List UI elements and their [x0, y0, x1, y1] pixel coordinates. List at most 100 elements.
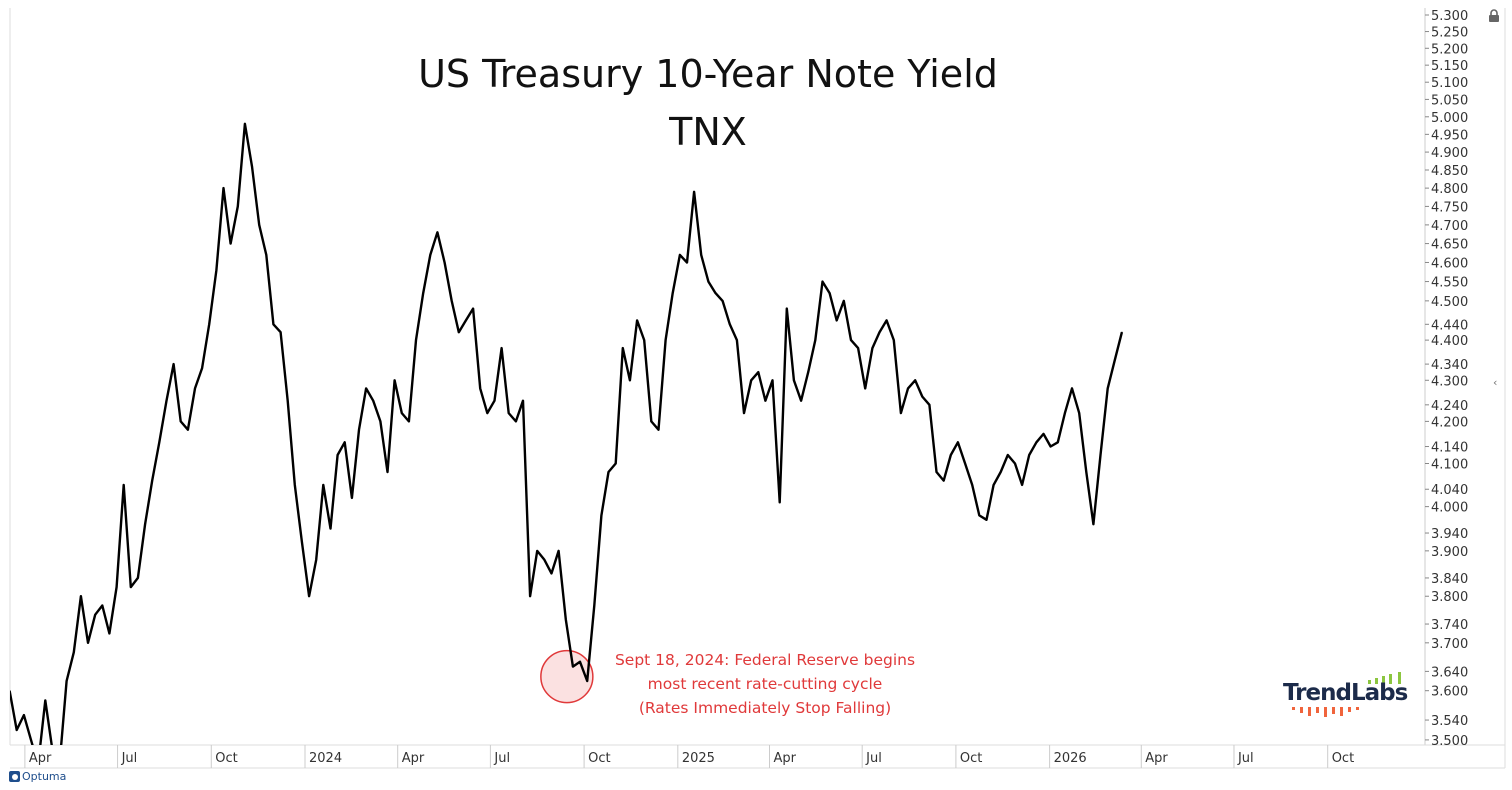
data-point: [208, 323, 210, 325]
data-point: [743, 412, 745, 414]
data-point: [294, 484, 296, 486]
x-tick-label: Oct: [588, 751, 610, 766]
data-point: [850, 339, 852, 341]
trendlabs-label: TrendLabs: [1283, 680, 1408, 706]
data-point: [629, 379, 631, 381]
y-tick-label: 3.800: [1431, 590, 1468, 605]
data-point: [322, 484, 324, 486]
y-tick-label: 4.240: [1431, 399, 1468, 414]
data-point: [700, 254, 702, 256]
x-tick-label: Jul: [121, 751, 138, 766]
data-point: [458, 331, 460, 333]
data-point: [279, 331, 282, 333]
data-point: [529, 595, 531, 597]
data-point: [80, 595, 82, 597]
data-point: [786, 308, 788, 310]
data-point: [807, 371, 809, 373]
x-tick-label: 2025: [682, 751, 715, 766]
data-point: [736, 339, 738, 341]
y-tick-label: 4.340: [1431, 358, 1468, 373]
data-point: [664, 339, 667, 341]
y-tick-label: 3.500: [1431, 734, 1468, 749]
data-point: [800, 400, 802, 402]
data-point: [793, 379, 795, 381]
data-point: [836, 319, 838, 321]
data-point: [878, 331, 881, 333]
y-tick-label: 4.000: [1431, 501, 1468, 516]
data-point: [215, 269, 217, 271]
data-point: [1064, 412, 1066, 414]
data-point: [73, 651, 75, 653]
data-point: [579, 661, 581, 663]
data-point: [52, 749, 53, 750]
data-point: [10, 690, 11, 692]
data-point: [1092, 523, 1095, 525]
data-point: [764, 400, 767, 402]
data-point: [130, 586, 132, 588]
x-tick-label: 2024: [309, 751, 342, 766]
data-point: [914, 379, 916, 381]
data-point: [607, 471, 610, 473]
lock-icon[interactable]: [1487, 9, 1501, 23]
data-point: [893, 339, 895, 341]
data-point: [493, 400, 496, 402]
data-point: [1121, 331, 1123, 333]
data-point: [886, 319, 888, 321]
data-point: [550, 572, 553, 575]
data-point: [508, 412, 510, 414]
data-point: [1028, 454, 1030, 456]
data-point: [921, 396, 923, 398]
data-point: [1057, 441, 1059, 443]
data-point: [636, 319, 638, 321]
y-tick-label: 3.600: [1431, 685, 1468, 700]
series-group: [10, 122, 1124, 750]
data-point: [401, 412, 403, 414]
data-point: [771, 379, 774, 381]
data-point: [165, 400, 168, 402]
y-tick-label: 3.740: [1431, 618, 1468, 633]
x-tick-label: Jul: [493, 751, 510, 766]
optuma-icon: [9, 771, 20, 782]
data-point: [301, 541, 303, 543]
data-point: [672, 292, 674, 294]
data-point: [172, 363, 175, 365]
y-tick-label: 3.900: [1431, 545, 1468, 560]
data-point: [237, 205, 239, 208]
data-point: [643, 339, 645, 341]
data-point: [308, 595, 310, 597]
data-point: [757, 371, 759, 373]
data-point: [828, 292, 831, 294]
data-point: [429, 254, 431, 256]
data-point: [258, 224, 260, 226]
data-point: [615, 462, 617, 465]
data-point: [187, 429, 189, 431]
y-tick-label: 5.250: [1431, 26, 1468, 41]
data-point: [536, 550, 538, 552]
data-point: [222, 187, 225, 189]
y-tick-label: 4.750: [1431, 200, 1468, 215]
y-tick-label: 4.400: [1431, 334, 1468, 349]
data-point: [1014, 462, 1016, 465]
data-point: [94, 614, 96, 616]
data-point: [971, 484, 973, 486]
data-point: [1050, 445, 1052, 448]
data-point: [123, 484, 125, 486]
data-point: [957, 441, 959, 443]
y-tick-label: 5.200: [1431, 42, 1468, 57]
y-tick-label: 4.500: [1431, 295, 1468, 310]
y-tick-label: 4.550: [1431, 276, 1468, 291]
data-point: [964, 462, 966, 465]
data-point: [251, 165, 253, 168]
data-point: [465, 319, 467, 321]
data-point: [394, 379, 396, 381]
data-point: [287, 400, 289, 402]
data-point: [900, 412, 902, 414]
collapse-panel-icon[interactable]: ‹: [1493, 376, 1498, 389]
data-point: [115, 586, 118, 588]
data-point: [451, 300, 453, 302]
data-point: [928, 404, 931, 406]
data-point: [472, 308, 474, 310]
annotation-line-1: Sept 18, 2024: Federal Reserve begins: [614, 651, 916, 669]
data-point: [843, 300, 845, 302]
y-tick-label: 4.200: [1431, 415, 1468, 430]
